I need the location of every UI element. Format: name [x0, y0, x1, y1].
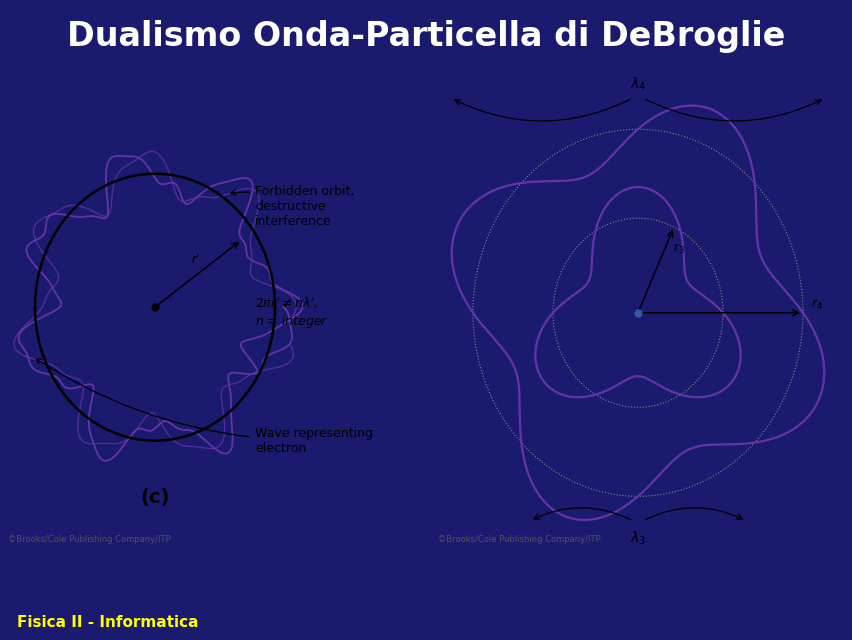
Text: r': r': [192, 253, 200, 266]
Text: $\lambda_4$: $\lambda_4$: [629, 75, 646, 93]
Text: Forbidden orbit,
destructive
interference: Forbidden orbit, destructive interferenc…: [231, 185, 354, 228]
Text: $r_4$: $r_4$: [810, 298, 822, 312]
Text: ©Brooks/Cole Publishing Company/ITP: ©Brooks/Cole Publishing Company/ITP: [437, 535, 600, 544]
Text: $\lambda_3$: $\lambda_3$: [629, 530, 645, 547]
Text: ©Brooks/Cole Publishing Company/ITP: ©Brooks/Cole Publishing Company/ITP: [8, 535, 170, 544]
Text: Wave representing
electron: Wave representing electron: [37, 359, 372, 454]
Text: Dualismo Onda-Particella di DeBroglie: Dualismo Onda-Particella di DeBroglie: [67, 20, 785, 53]
Text: Fisica II - Informatica: Fisica II - Informatica: [17, 614, 199, 630]
Text: $2\pi r' \neq n\lambda'$,
$n$ = integer: $2\pi r' \neq n\lambda'$, $n$ = integer: [255, 295, 328, 330]
Text: (c): (c): [140, 488, 170, 508]
Text: $r_3$: $r_3$: [672, 241, 684, 256]
